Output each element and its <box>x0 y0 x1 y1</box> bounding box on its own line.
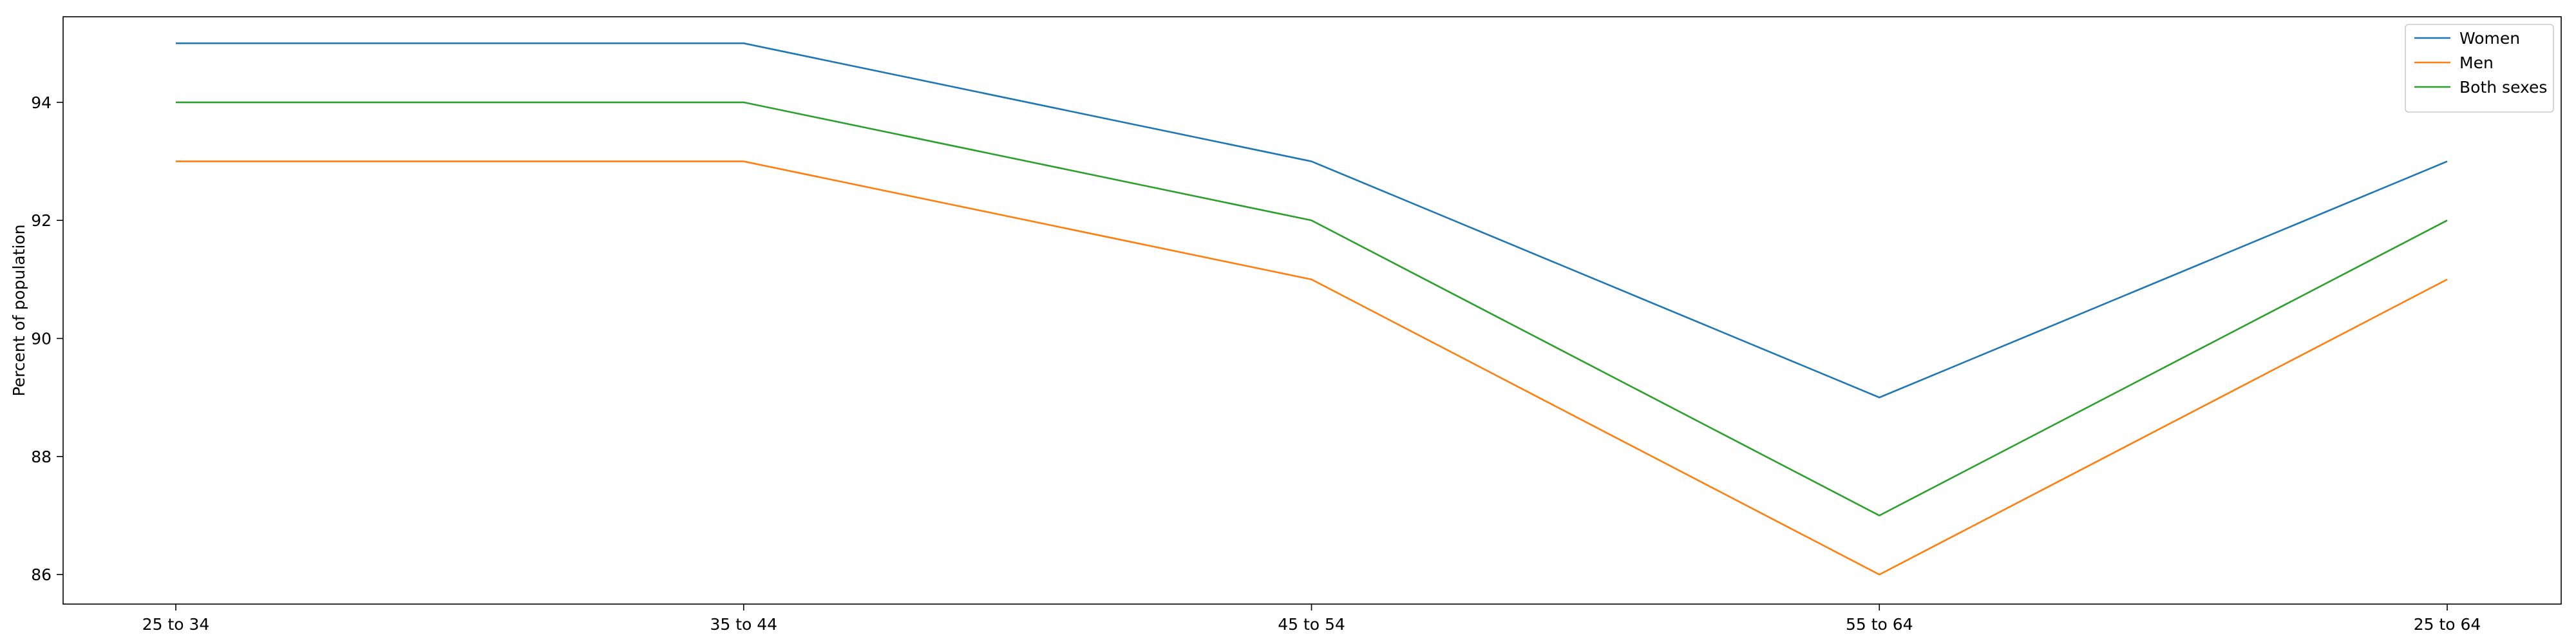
legend-label: Men <box>2459 53 2494 72</box>
y-tick-label: 88 <box>31 448 52 466</box>
x-tick-label: 55 to 64 <box>1846 615 1913 634</box>
x-tick-label: 45 to 54 <box>1278 615 1345 634</box>
x-tick-label: 35 to 44 <box>710 615 777 634</box>
y-tick-label: 92 <box>31 211 52 230</box>
legend-label: Women <box>2459 29 2520 48</box>
y-tick-label: 86 <box>31 565 52 584</box>
y-axis-label: Percent of population <box>10 224 28 396</box>
legend: Women Men Both sexes <box>2405 24 2553 112</box>
x-tick-label: 25 to 34 <box>142 615 210 634</box>
legend-label: Both sexes <box>2459 78 2547 97</box>
y-tick-label: 90 <box>31 330 52 348</box>
x-tick-label: 25 to 64 <box>2414 615 2481 634</box>
y-tick-label: 94 <box>31 93 52 112</box>
